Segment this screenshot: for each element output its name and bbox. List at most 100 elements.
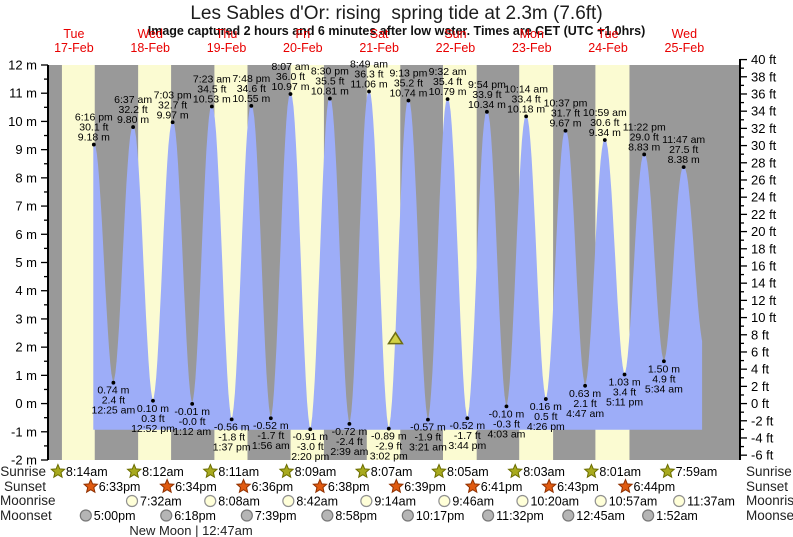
y-axis-right-label: 4 ft bbox=[751, 362, 769, 377]
high-tide-annotation: 9:54 pm bbox=[468, 79, 506, 91]
y-axis-left-label: 12 m bbox=[8, 58, 37, 73]
sunset-time: 6:38pm bbox=[328, 480, 370, 494]
high-tide-annotation: 9:32 am bbox=[429, 66, 467, 78]
y-axis-right-label: 24 ft bbox=[751, 190, 777, 205]
low-tide-annotation: -0.57 m bbox=[410, 422, 446, 434]
tide-point-dot bbox=[563, 128, 568, 133]
high-tide-annotation: 10.53 m bbox=[193, 93, 231, 105]
sunrise-icon bbox=[431, 463, 447, 479]
sunset-time: 6:39pm bbox=[404, 480, 446, 494]
moonset-icon bbox=[562, 509, 575, 522]
sunset-icon bbox=[541, 478, 558, 494]
tide-point-dot bbox=[602, 138, 607, 142]
high-tide-annotation: 10:59 am bbox=[583, 107, 627, 119]
moonset-icon bbox=[482, 509, 495, 522]
high-tide-annotation: 9.18 m bbox=[78, 132, 110, 144]
high-tide-annotation: 11:47 am bbox=[662, 134, 705, 146]
sunset-time: 6:44pm bbox=[633, 480, 675, 494]
moonrise-icon bbox=[360, 494, 373, 508]
low-tide-annotation: -0.56 m bbox=[214, 421, 250, 433]
sunset-time: 6:41pm bbox=[481, 480, 523, 494]
y-axis-right-label: 26 ft bbox=[751, 172, 777, 187]
y-axis-left-label: 7 m bbox=[15, 199, 37, 214]
y-axis-right-label: 0 ft bbox=[751, 396, 769, 411]
sunset-time: 6:43pm bbox=[557, 480, 599, 494]
low-tide-annotation: -1.8 ft bbox=[218, 431, 245, 443]
moonrise-time: 9:14am bbox=[374, 495, 416, 509]
low-tide-annotation: 3:44 pm bbox=[448, 440, 486, 452]
y-axis-right-label: 30 ft bbox=[751, 138, 777, 153]
moonrise-time: 8:42am bbox=[296, 495, 338, 509]
tide-point-dot bbox=[485, 109, 489, 114]
sunset-icon bbox=[159, 478, 176, 494]
high-tide-annotation: 35.2 ft bbox=[394, 78, 423, 90]
high-tide-annotation: 9.67 m bbox=[549, 118, 581, 130]
moonrise-row-label-right: Moonrise bbox=[746, 493, 793, 508]
y-axis-right-label: 10 ft bbox=[751, 310, 777, 325]
tide-point-dot bbox=[209, 104, 214, 109]
y-axis-right-label: 28 ft bbox=[751, 155, 777, 170]
chart-subtitle: Image captured 2 hours and 6 minutes aft… bbox=[147, 24, 646, 38]
day-label-weekday: Mon bbox=[520, 27, 544, 41]
y-axis-left-label: -1 m bbox=[11, 424, 37, 439]
sunrise-icon bbox=[354, 463, 371, 479]
sunrise-time: 8:05am bbox=[447, 465, 489, 479]
y-axis-right-label: 16 ft bbox=[751, 258, 777, 273]
y-axis-left-label: 3 m bbox=[15, 311, 37, 326]
sunset-row-label-right: Sunset bbox=[746, 478, 789, 494]
sunset-time: 6:34pm bbox=[175, 480, 217, 494]
high-tide-annotation: 34.5 ft bbox=[197, 83, 226, 95]
high-tide-annotation: 10.55 m bbox=[232, 93, 270, 105]
y-axis-left-label: 1 m bbox=[15, 368, 37, 383]
low-tide-annotation: -2.9 ft bbox=[375, 441, 402, 453]
low-tide-annotation: 0.10 m bbox=[137, 403, 169, 415]
low-tide-annotation: 5:11 pm bbox=[606, 397, 643, 409]
y-axis-left-label: -2 m bbox=[11, 453, 37, 468]
tide-point-dot bbox=[268, 416, 273, 421]
tide-point-dot bbox=[583, 383, 588, 388]
moonset-icon bbox=[642, 509, 655, 522]
day-label-weekday: Wed bbox=[137, 27, 163, 41]
tide-curve bbox=[93, 90, 703, 431]
sunrise-row-label-right: Sunrise bbox=[746, 463, 792, 479]
low-tide-annotation: -0.52 m bbox=[253, 420, 289, 432]
low-tide-annotation: 4:47 am bbox=[566, 408, 604, 420]
low-tide-annotation: 2:20 pm bbox=[291, 451, 329, 463]
day-label-date: 25-Feb bbox=[665, 41, 705, 55]
high-tide-annotation: 8:49 am bbox=[350, 59, 388, 71]
y-axis-right-label: 2 ft bbox=[751, 379, 769, 394]
sunset-row-label-left: Sunset bbox=[3, 478, 46, 494]
high-tide-annotation: 8:07 am bbox=[272, 61, 310, 73]
sunrise-icon bbox=[278, 463, 295, 479]
day-label-date: 21-Feb bbox=[359, 41, 399, 55]
low-tide-annotation: 2:39 am bbox=[330, 446, 368, 458]
day-label-weekday: Fri bbox=[296, 27, 311, 41]
sunset-icon bbox=[464, 478, 481, 494]
high-tide-annotation: 6:16 pm bbox=[75, 112, 113, 124]
high-tide-annotation: 32.7 ft bbox=[158, 99, 187, 111]
tide-point-dot bbox=[662, 359, 666, 364]
high-tide-annotation: 7:48 pm bbox=[232, 73, 270, 85]
low-tide-annotation: 12:52 pm bbox=[131, 423, 175, 435]
moonrise-icon bbox=[673, 494, 686, 508]
low-tide-annotation: 12:25 am bbox=[91, 405, 135, 417]
moonset-time: 12:45am bbox=[576, 509, 625, 523]
moonset-icon bbox=[79, 509, 92, 522]
low-tide-annotation: -0.10 m bbox=[489, 408, 525, 420]
low-tide-annotation: 5:34 am bbox=[645, 383, 683, 395]
sunrise-time: 8:03am bbox=[523, 465, 565, 479]
sunrise-icon bbox=[583, 463, 600, 479]
moonrise-time: 10:20am bbox=[530, 495, 579, 509]
day-label-weekday: Thu bbox=[216, 27, 238, 41]
low-tide-annotation: -0.52 m bbox=[450, 420, 486, 432]
low-tide-annotation: -1.7 ft bbox=[257, 430, 284, 442]
high-tide-annotation: 10.97 m bbox=[272, 81, 310, 93]
moonset-icon bbox=[240, 509, 253, 522]
sunset-time: 6:36pm bbox=[252, 480, 294, 494]
moonset-time: 11:32pm bbox=[496, 509, 544, 523]
day-label-weekday: Wed bbox=[672, 27, 698, 41]
y-axis-left-label: 2 m bbox=[15, 340, 37, 355]
tide-point-dot bbox=[504, 404, 509, 409]
chart-title: Les Sables d'Or: rising spring tide at 2… bbox=[190, 3, 603, 24]
tide-point-dot bbox=[327, 96, 332, 101]
